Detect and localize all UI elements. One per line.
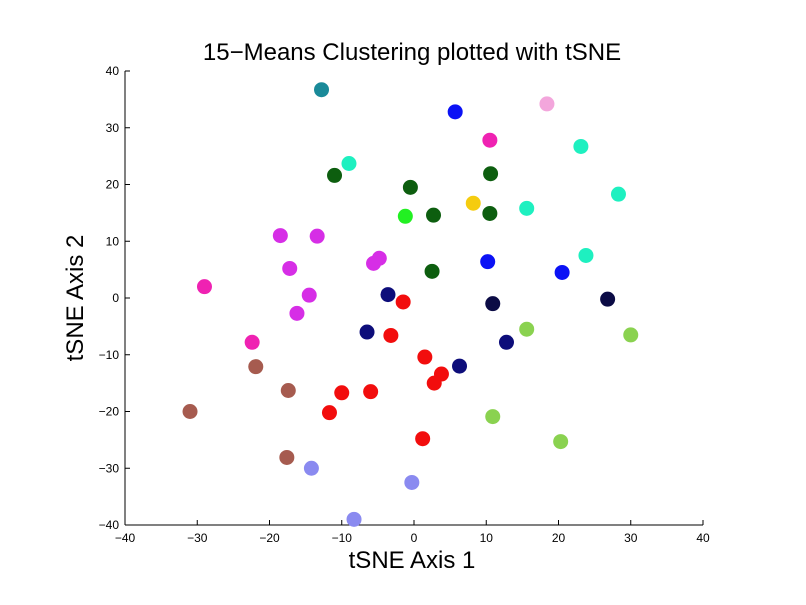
data-point bbox=[483, 166, 499, 182]
data-point bbox=[485, 296, 501, 312]
data-point bbox=[424, 263, 440, 279]
y-tick-label: −30 bbox=[99, 461, 120, 475]
data-point bbox=[380, 287, 396, 303]
chart-title: 15−Means Clustering plotted with tSNE bbox=[203, 39, 621, 66]
data-point bbox=[303, 460, 319, 476]
data-point bbox=[553, 434, 569, 450]
data-point bbox=[272, 228, 288, 244]
data-point bbox=[578, 247, 594, 263]
data-point bbox=[426, 375, 442, 391]
y-tick-label: −20 bbox=[99, 405, 120, 419]
data-point bbox=[395, 294, 411, 310]
x-axis-label: tSNE Axis 1 bbox=[349, 547, 476, 574]
y-ticks: −40 −30 −20 −10 0 10 20 30 40 bbox=[99, 64, 130, 532]
y-tick-label: −40 bbox=[99, 518, 120, 532]
data-point bbox=[309, 228, 325, 244]
data-point bbox=[610, 186, 626, 202]
x-tick-label: −30 bbox=[187, 531, 208, 545]
data-point bbox=[426, 207, 442, 223]
x-tick-label: 10 bbox=[480, 531, 494, 545]
data-point bbox=[397, 208, 413, 224]
data-point bbox=[480, 254, 496, 270]
data-point bbox=[554, 264, 570, 280]
data-point bbox=[359, 324, 375, 340]
data-point bbox=[417, 349, 433, 365]
data-point bbox=[363, 384, 379, 400]
data-point bbox=[447, 104, 463, 120]
axes bbox=[124, 71, 703, 526]
data-point bbox=[327, 167, 343, 183]
data-point bbox=[346, 511, 362, 527]
data-point bbox=[452, 358, 468, 374]
data-point bbox=[498, 334, 514, 350]
data-point bbox=[519, 321, 535, 337]
x-tick-label: −40 bbox=[115, 531, 136, 545]
data-point bbox=[182, 404, 198, 419]
data-point bbox=[314, 82, 330, 98]
x-tick-label: 20 bbox=[552, 531, 566, 545]
data-point bbox=[371, 250, 387, 266]
data-point bbox=[573, 138, 589, 154]
x-tick-label: 40 bbox=[696, 531, 710, 545]
x-ticks: −40 −30 −20 −10 0 10 20 30 40 bbox=[115, 520, 710, 545]
data-point bbox=[383, 327, 399, 343]
data-point bbox=[539, 96, 555, 112]
data-point bbox=[289, 305, 305, 321]
data-point bbox=[600, 291, 616, 307]
data-point bbox=[402, 179, 418, 195]
x-tick-label: 0 bbox=[411, 531, 418, 545]
x-tick-label: −10 bbox=[332, 531, 353, 545]
x-tick-label: −20 bbox=[259, 531, 280, 545]
data-point bbox=[279, 449, 295, 465]
data-point bbox=[282, 260, 298, 276]
y-axis-label: tSNE Axis 2 bbox=[62, 235, 89, 362]
y-tick-label: 30 bbox=[106, 121, 120, 135]
data-point bbox=[321, 405, 337, 421]
y-tick-label: 20 bbox=[106, 178, 120, 192]
data-point bbox=[244, 334, 260, 350]
y-tick-label: 40 bbox=[106, 64, 120, 78]
data-point bbox=[415, 431, 431, 447]
data-point bbox=[301, 287, 317, 303]
data-points bbox=[182, 82, 639, 527]
data-point bbox=[196, 279, 212, 295]
y-tick-label: 10 bbox=[106, 234, 120, 248]
data-point bbox=[465, 195, 481, 211]
x-tick-label: 30 bbox=[624, 531, 638, 545]
data-point bbox=[248, 359, 264, 375]
data-point bbox=[623, 327, 639, 343]
data-point bbox=[404, 474, 420, 490]
data-point bbox=[519, 200, 535, 216]
y-tick-label: −10 bbox=[99, 348, 120, 362]
data-point bbox=[482, 132, 498, 148]
data-point bbox=[341, 156, 357, 172]
data-point bbox=[334, 385, 350, 401]
y-tick-label: 0 bbox=[112, 291, 119, 305]
data-point bbox=[485, 409, 501, 425]
data-point bbox=[482, 205, 498, 221]
data-point bbox=[280, 383, 296, 399]
